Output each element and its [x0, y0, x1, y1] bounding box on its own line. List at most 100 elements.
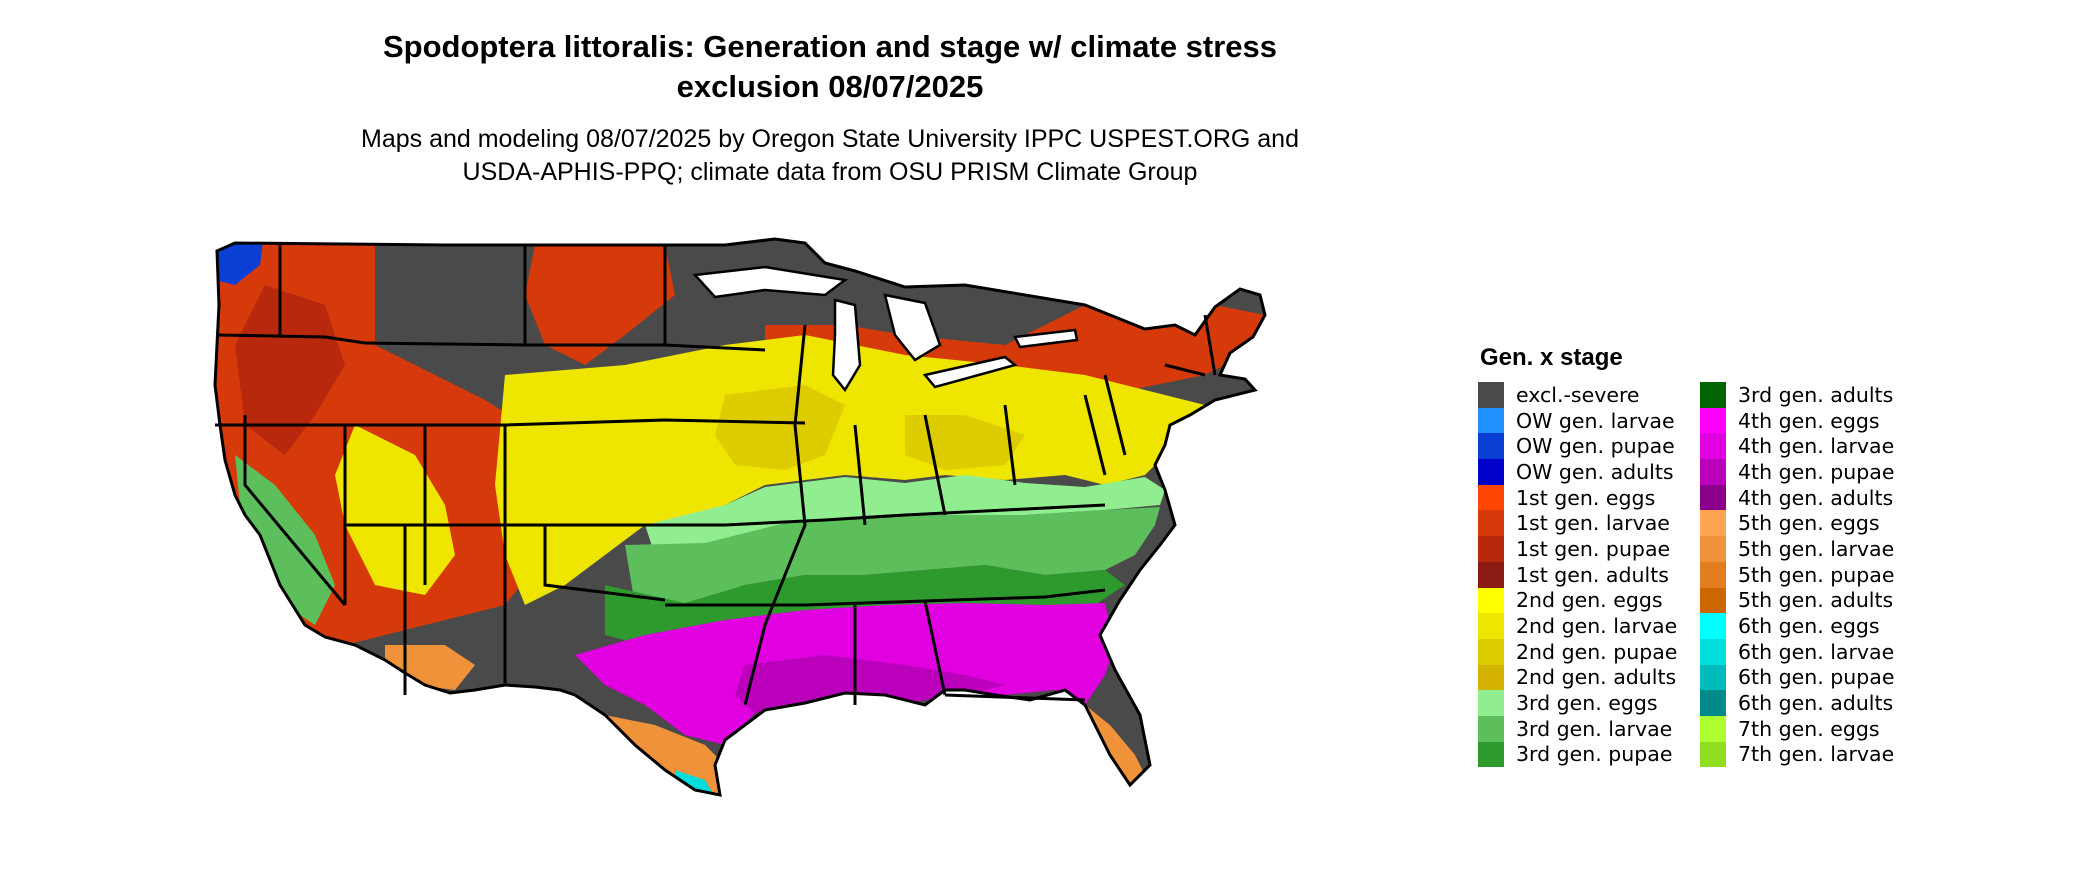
legend-swatch [1700, 587, 1726, 614]
legend-swatch [1478, 382, 1504, 408]
legend-swatch [1700, 715, 1726, 742]
legend-column-2: 3rd gen. adults 4th gen. eggs 4th gen. lar… [1700, 382, 1895, 768]
legend-item: OW gen. adults [1478, 459, 1677, 485]
map-title-line1: Spodoptera littoralis: Generation and st… [382, 29, 1278, 64]
legend-item: 7th gen. larvae [1700, 741, 1895, 768]
legend-label: 1st gen. larvae [1516, 511, 1670, 536]
legend-label: 2nd gen. adults [1516, 665, 1677, 690]
legend-item: 2nd gen. pupae [1478, 638, 1678, 665]
legend-swatch [1700, 638, 1726, 665]
border-wa-or [218, 333, 366, 345]
legend-label: 7th gen. eggs [1738, 716, 1880, 741]
lake-ontario [1013, 328, 1079, 349]
legend-label: OW gen. pupae [1516, 434, 1675, 459]
legend-swatch [1700, 561, 1726, 588]
legend-item: 1st gen. pupae [1478, 536, 1677, 562]
border-row2 [215, 418, 806, 427]
legend-item: 1st gen. adults [1478, 561, 1677, 588]
lake-huron [883, 293, 942, 362]
legend-label: 2nd gen. pupae [1516, 639, 1678, 664]
border-ca-nv [243, 415, 347, 606]
legend-item: 5th gen. adults [1700, 587, 1894, 614]
legend-item: 2nd gen. adults [1478, 664, 1677, 691]
fill-2nd-gen-larvae-central [495, 335, 1205, 605]
legend-swatch [1700, 613, 1726, 639]
border-central-row1 [364, 341, 766, 352]
legend-swatch [1478, 613, 1504, 639]
legend-swatch [1700, 536, 1726, 562]
legend-label: 3rd gen. larvae [1516, 716, 1673, 741]
legend-label: 3rd gen. pupae [1516, 742, 1673, 767]
legend-item: 4th gen. eggs [1700, 407, 1894, 434]
fill-1st-gen-larvae-north [525, 245, 675, 365]
border-northeast [1103, 314, 1217, 456]
legend-label: 4th gen. larvae [1738, 434, 1895, 459]
legend-label: 4th gen. pupae [1738, 459, 1895, 484]
legend-label: 4th gen. eggs [1738, 408, 1880, 433]
legend-column-1: excl.-severe OW gen. larvae OW gen. pupae O… [1478, 382, 1678, 768]
legend-label: 6th gen. pupae [1738, 665, 1895, 690]
lake-superior [692, 265, 849, 299]
map-title-line2: exclusion 08/07/2025 [676, 69, 984, 104]
legend-swatch [1478, 638, 1504, 665]
legend-item: 4th gen. larvae [1700, 433, 1895, 460]
legend-swatch [1700, 433, 1726, 460]
legend-item: 5th gen. eggs [1700, 510, 1894, 537]
legend-swatch [1700, 484, 1726, 511]
map-subtitle-line2: USDA-APHIS-PPQ; climate data from OSU PR… [462, 158, 1198, 186]
legend-label: 7th gen. larvae [1738, 742, 1895, 767]
legend-swatch [1478, 741, 1504, 768]
legend-item: 3rd gen. adults [1700, 382, 1894, 408]
legend-label: 5th gen. adults [1738, 588, 1894, 613]
legend-item: 2nd gen. eggs [1478, 587, 1677, 614]
legend-label: 1st gen. adults [1516, 562, 1669, 587]
map-subtitle: Maps and modeling 08/07/2025 by Oregon S… [220, 123, 1440, 189]
legend-label: 1st gen. pupae [1516, 536, 1671, 561]
legend-label: OW gen. adults [1516, 459, 1674, 484]
legend-label: 5th gen. larvae [1738, 536, 1895, 561]
legend-swatch [1478, 459, 1504, 485]
border-ohio-valley [853, 394, 1107, 526]
map-subtitle-line1: Maps and modeling 08/07/2025 by Oregon S… [361, 125, 1299, 153]
border-al-ga [923, 600, 947, 696]
legend-item: 6th gen. larvae [1700, 638, 1895, 665]
fill-2nd-gen-pupae-central [715, 385, 845, 470]
legend-item: 4th gen. pupae [1700, 459, 1894, 485]
legend-label: 1st gen. eggs [1516, 485, 1656, 510]
legend-swatch [1700, 664, 1726, 691]
border-ga-fl [944, 693, 1086, 702]
legend-label: 6th gen. eggs [1738, 614, 1880, 639]
legend-swatch [1700, 382, 1726, 408]
legend-swatch [1700, 407, 1726, 434]
legend-label: 6th gen. adults [1738, 691, 1894, 716]
legend-swatch [1478, 510, 1504, 537]
legend-label: 6th gen. larvae [1738, 639, 1895, 664]
legend-item: 4th gen. adults [1700, 484, 1894, 511]
legend-item: OW gen. larvae [1478, 407, 1677, 434]
legend-item: 6th gen. pupae [1700, 664, 1895, 691]
fill-1st-gen-pupae-west [235, 285, 345, 455]
legend-item: 1st gen. larvae [1478, 510, 1677, 537]
fill-2nd-gen-pupae-east [905, 415, 1025, 470]
legend-item: 6th gen. eggs [1700, 613, 1894, 639]
legend-swatch [1478, 664, 1504, 691]
legend-swatch [1478, 587, 1504, 614]
legend-item: 6th gen. adults [1700, 690, 1894, 716]
legend-item: 5th gen. pupae [1700, 561, 1895, 588]
state-borders [213, 237, 1267, 797]
us-generation-map [213, 237, 1267, 797]
legend-swatch [1700, 459, 1726, 485]
lake-michigan [831, 298, 862, 393]
legend-swatch [1478, 484, 1504, 511]
legend-label: 2nd gen. larvae [1516, 614, 1678, 639]
legend-swatch [1478, 690, 1504, 716]
legend-swatch [1700, 510, 1726, 537]
legend-label: 4th gen. adults [1738, 485, 1894, 510]
legend-label: 3rd gen. adults [1738, 382, 1894, 407]
legend-label: 5th gen. pupae [1738, 562, 1895, 587]
legend-item: OW gen. pupae [1478, 433, 1677, 460]
legend-label: 5th gen. eggs [1738, 511, 1880, 536]
legend-item: 3rd gen. eggs [1478, 690, 1677, 716]
legend-swatch [1700, 690, 1726, 716]
legend-swatch [1478, 561, 1504, 588]
